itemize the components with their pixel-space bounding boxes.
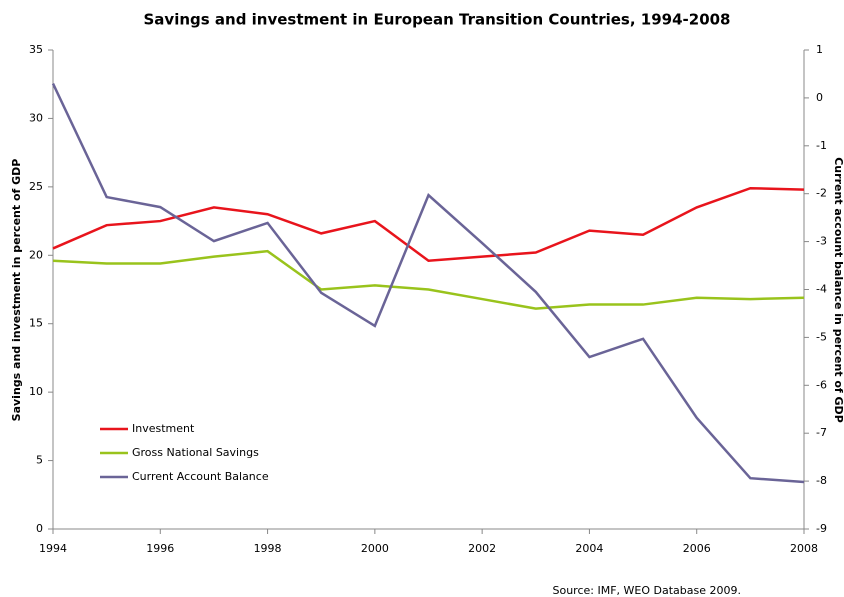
y-tick-label: 0 bbox=[36, 522, 43, 535]
x-tick-label: 2002 bbox=[468, 542, 496, 555]
legend-label: Current Account Balance bbox=[132, 470, 269, 483]
y2-tick-label: -8 bbox=[816, 474, 827, 487]
y-tick-label: 15 bbox=[29, 317, 43, 330]
y2-tick-label: -2 bbox=[816, 187, 827, 200]
y2-tick-label: -6 bbox=[816, 378, 827, 391]
y-tick-label: 5 bbox=[36, 454, 43, 467]
y2-tick-label: 0 bbox=[816, 91, 823, 104]
series-line bbox=[51, 82, 805, 484]
y2-tick-label: -1 bbox=[816, 139, 827, 152]
x-tick-label: 1994 bbox=[39, 542, 67, 555]
x-tick-label: 1996 bbox=[146, 542, 174, 555]
x-tick-label: 1998 bbox=[254, 542, 282, 555]
x-tick-label: 2000 bbox=[361, 542, 389, 555]
source-note: Source: IMF, WEO Database 2009. bbox=[553, 584, 742, 597]
series-line bbox=[52, 186, 805, 263]
y-tick-label: 10 bbox=[29, 385, 43, 398]
y2-tick-label: -5 bbox=[816, 330, 827, 343]
y2-axis-title: Current account balance in percent of GD… bbox=[832, 157, 844, 423]
chart-title: Savings and investment in European Trans… bbox=[143, 11, 730, 29]
y2-tick-label: -3 bbox=[816, 235, 827, 248]
y-tick-label: 25 bbox=[29, 180, 43, 193]
legend-label: Gross National Savings bbox=[132, 446, 259, 459]
y-axis-title: Savings and investment in percent of GDP bbox=[10, 159, 23, 422]
y2-tick-label: -4 bbox=[816, 283, 827, 296]
y-tick-label: 35 bbox=[29, 43, 43, 56]
y-tick-label: 30 bbox=[29, 111, 43, 124]
y2-tick-label: -9 bbox=[816, 522, 827, 535]
legend-label: Investment bbox=[132, 422, 195, 435]
y-tick-label: 20 bbox=[29, 248, 43, 261]
x-tick-label: 2004 bbox=[575, 542, 603, 555]
series-line bbox=[52, 249, 805, 310]
y2-tick-label: -7 bbox=[816, 426, 827, 439]
y2-tick-label: 1 bbox=[816, 43, 823, 56]
x-tick-label: 2008 bbox=[790, 542, 818, 555]
x-tick-label: 2006 bbox=[683, 542, 711, 555]
